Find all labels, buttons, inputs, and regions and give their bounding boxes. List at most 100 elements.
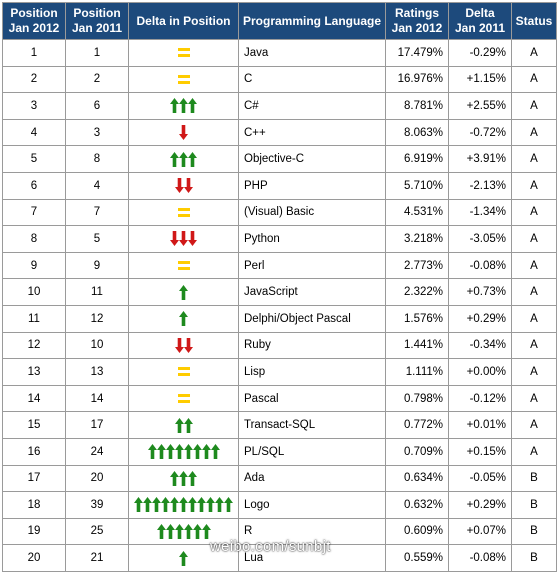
delta-value: -0.12% xyxy=(448,384,512,413)
position-2012: 2 xyxy=(2,65,66,94)
up-arrow-icon xyxy=(188,497,197,513)
position-2012: 5 xyxy=(2,145,66,173)
delta-position-indicator xyxy=(128,39,239,67)
delta-position-indicator xyxy=(128,384,239,413)
up-arrow-icon xyxy=(183,523,193,539)
delta-value: -1.34% xyxy=(448,198,512,227)
status-value: A xyxy=(511,65,557,94)
up-arrow-icon xyxy=(183,444,193,460)
position-2012: 14 xyxy=(2,384,66,413)
delta-value: +0.29% xyxy=(448,491,512,519)
status-value: B xyxy=(511,517,557,546)
status-value: A xyxy=(511,145,557,173)
up-arrow-icon xyxy=(197,497,206,513)
position-2012: 17 xyxy=(2,464,66,493)
up-arrow-icon xyxy=(174,523,184,539)
up-arrows xyxy=(174,415,193,435)
language-name: Ada xyxy=(238,464,386,493)
up-arrow-icon xyxy=(183,417,193,433)
header-delta-position[interactable]: Delta in Position xyxy=(128,2,239,40)
up-arrow-icon xyxy=(156,444,166,460)
position-2012: 19 xyxy=(2,517,66,546)
up-arrow-icon xyxy=(201,523,211,539)
down-arrow-icon xyxy=(174,178,184,194)
position-2011: 24 xyxy=(65,437,129,466)
header-delta[interactable]: Delta Jan 2011 xyxy=(448,2,512,40)
delta-value: +2.55% xyxy=(448,92,512,120)
status-value: B xyxy=(511,544,557,572)
delta-position-indicator xyxy=(128,171,239,200)
table-row: 10 11 JavaScript 2.322% +0.73% A xyxy=(2,278,557,306)
status-value: A xyxy=(511,331,557,360)
language-name: PHP xyxy=(238,171,386,200)
up-arrow-icon xyxy=(179,98,188,114)
up-arrow-icon xyxy=(165,523,175,539)
header-position-2011[interactable]: Position Jan 2011 xyxy=(65,2,129,40)
delta-value: +0.00% xyxy=(448,358,512,386)
position-2012: 12 xyxy=(2,331,66,360)
equal-icon xyxy=(178,48,190,57)
up-arrow-icon xyxy=(174,417,184,433)
rating-value: 0.798% xyxy=(385,384,449,413)
up-arrow-icon xyxy=(179,470,188,486)
up-arrow-icon xyxy=(165,444,175,460)
header-language[interactable]: Programming Language xyxy=(238,2,386,40)
header-position-2012[interactable]: Position Jan 2012 xyxy=(2,2,66,40)
language-name: C# xyxy=(238,92,386,120)
language-name: Transact-SQL xyxy=(238,411,386,439)
language-name: Perl xyxy=(238,251,386,280)
delta-value: -0.05% xyxy=(448,464,512,493)
up-arrow-icon xyxy=(210,444,220,460)
delta-value: +1.15% xyxy=(448,65,512,94)
language-name: Logo xyxy=(238,491,386,519)
position-2012: 8 xyxy=(2,225,66,253)
position-2011: 39 xyxy=(65,491,129,519)
status-value: A xyxy=(511,225,557,253)
position-2011: 12 xyxy=(65,304,129,333)
position-2011: 1 xyxy=(65,39,129,67)
table-body: 1 1 Java 17.479% -0.29% A 2 2 C 16.976% +1.15% A 3 6 C… xyxy=(2,39,557,572)
status-value: A xyxy=(511,198,557,227)
table-row: 17 20 Ada 0.634% -0.05% B xyxy=(2,464,557,493)
up-arrow-icon xyxy=(143,497,152,513)
language-name: Objective-C xyxy=(238,145,386,173)
table-row: 9 9 Perl 2.773% -0.08% A xyxy=(2,251,557,280)
up-arrows xyxy=(179,282,188,302)
delta-position-indicator xyxy=(128,278,239,306)
rating-value: 0.709% xyxy=(385,437,449,466)
table-row: 5 8 Objective-C 6.919% +3.91% A xyxy=(2,145,557,173)
language-name: Lisp xyxy=(238,358,386,386)
up-arrow-icon xyxy=(224,497,233,513)
header-status[interactable]: Status xyxy=(511,2,557,40)
delta-position-indicator xyxy=(128,251,239,280)
delta-value: +3.91% xyxy=(448,145,512,173)
down-arrows xyxy=(174,335,193,355)
up-arrow-icon xyxy=(179,550,188,566)
rating-value: 8.063% xyxy=(385,118,449,147)
table-row: 7 7 (Visual) Basic 4.531% -1.34% A xyxy=(2,198,557,227)
language-name: Java xyxy=(238,39,386,67)
table-row: 8 5 Python 3.218% -3.05% A xyxy=(2,225,557,253)
delta-position-indicator xyxy=(128,331,239,360)
delta-position-indicator xyxy=(128,65,239,94)
header-ratings[interactable]: Ratings Jan 2012 xyxy=(385,2,449,40)
delta-position-indicator xyxy=(128,225,239,253)
down-arrows xyxy=(179,123,188,143)
position-2011: 4 xyxy=(65,171,129,200)
equal-icon xyxy=(178,394,190,403)
delta-value: -3.05% xyxy=(448,225,512,253)
up-arrow-icon xyxy=(161,497,170,513)
delta-position-indicator xyxy=(128,437,239,466)
language-name: Delphi/Object Pascal xyxy=(238,304,386,333)
up-arrow-icon xyxy=(215,497,224,513)
rating-value: 16.976% xyxy=(385,65,449,94)
down-arrow-icon xyxy=(183,337,193,353)
language-name: R xyxy=(238,517,386,546)
status-value: A xyxy=(511,39,557,67)
table-row: 16 24 PL/SQL 0.709% +0.15% A xyxy=(2,437,557,466)
delta-value: +0.07% xyxy=(448,517,512,546)
table-row: 12 10 Ruby 1.441% -0.34% A xyxy=(2,331,557,360)
delta-value: -0.29% xyxy=(448,39,512,67)
language-name: C xyxy=(238,65,386,94)
position-2011: 3 xyxy=(65,118,129,147)
